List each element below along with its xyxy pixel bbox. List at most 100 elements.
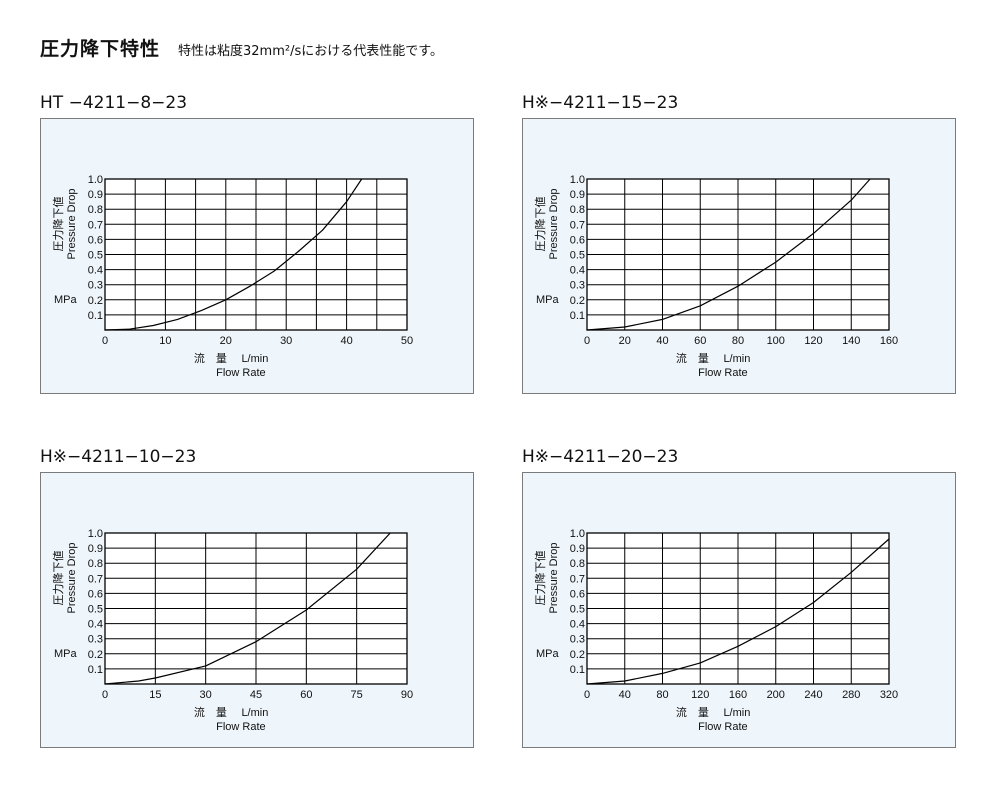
plot-area <box>586 532 890 685</box>
x-tick-label: 50 <box>401 335 413 347</box>
y-tick-label: 0.3 <box>570 280 585 292</box>
y-tick-label: 0.3 <box>88 634 103 646</box>
y-tick-label: 0.3 <box>570 634 585 646</box>
x-tick-label: 200 <box>767 689 785 701</box>
page-header: 圧力降下特性 特性は粘度32mm²/sにおける代表性能です。 <box>40 34 443 61</box>
x-tick-label: 160 <box>880 335 898 347</box>
series-line <box>586 178 871 331</box>
y-tick-label: 0.2 <box>88 649 103 661</box>
y-tick-label: 0.1 <box>88 664 103 676</box>
y-axis-unit: MPa <box>54 294 78 306</box>
x-tick-label: 60 <box>300 689 312 701</box>
x-tick-label: 120 <box>804 335 822 347</box>
series-line <box>104 532 391 685</box>
x-tick-label: 40 <box>340 335 352 347</box>
y-axis-label: Pressure Drop <box>548 189 560 260</box>
y-tick-label: 0.3 <box>88 280 103 292</box>
y-tick-label: 0.1 <box>88 310 103 322</box>
y-tick-label: 0.4 <box>570 619 585 631</box>
x-tick-label: 30 <box>200 689 212 701</box>
y-tick-label: 0.6 <box>88 234 103 246</box>
x-axis-label: Flow Rate <box>698 721 748 733</box>
y-tick-label: 0.6 <box>570 588 585 600</box>
chart-svg: 0.1 0.2 0.3 0.4 0.5 0.6 0.7 0.8 0.9 1.0 0 20 40 60 80 1… <box>522 118 956 394</box>
x-axis-label-jp: 流 量 <box>194 705 227 719</box>
x-axis-label: Flow Rate <box>216 721 266 733</box>
plot-area <box>104 178 408 331</box>
chart-svg: 0.1 0.2 0.3 0.4 0.5 0.6 0.7 0.8 0.9 1.0 0 10 20 30 40 5… <box>40 118 474 394</box>
y-axis-label: Pressure Drop <box>548 543 560 614</box>
plot-frame <box>586 532 890 685</box>
chart-panel-h-4211-10: H※−4211−10−23 0.1 0.2 0.3 0.4 0.5 0.6 0.7 0.8 0.… <box>40 446 474 748</box>
chart-panel-ht-4211-8: HT −4211−8−23 0.1 0.2 0.3 0.4 0.5 0.6 0.7 0.8 0.… <box>40 92 474 394</box>
series-line <box>586 538 890 685</box>
y-axis-label-jp: 圧力降下値 <box>51 551 65 606</box>
x-tick-label: 10 <box>159 335 171 347</box>
x-tick-label: 40 <box>656 335 668 347</box>
page-title: 圧力降下特性 <box>40 38 161 60</box>
y-tick-label: 0.7 <box>88 573 103 585</box>
x-tick-label: 0 <box>102 689 108 701</box>
y-axis-label: Pressure Drop <box>66 543 78 614</box>
x-tick-label: 80 <box>732 335 744 347</box>
y-axis-label-jp: 圧力降下値 <box>533 197 547 252</box>
y-tick-label: 1.0 <box>88 174 103 186</box>
x-tick-label: 40 <box>619 689 631 701</box>
chart-svg: 0.1 0.2 0.3 0.4 0.5 0.6 0.7 0.8 0.9 1.0 0 15 30 45 60 7… <box>40 472 474 748</box>
y-tick-label: 0.7 <box>88 219 103 231</box>
x-axis-label-jp: 流 量 <box>194 351 227 365</box>
y-tick-label: 0.4 <box>88 265 103 277</box>
y-tick-label: 0.2 <box>570 649 585 661</box>
y-tick-label: 0.9 <box>570 543 585 555</box>
x-tick-label: 240 <box>804 689 822 701</box>
y-tick-label: 0.7 <box>570 219 585 231</box>
y-axis-label-jp: 圧力降下値 <box>51 197 65 252</box>
x-axis-label-jp: 流 量 <box>676 705 709 719</box>
y-tick-label: 0.6 <box>570 234 585 246</box>
x-axis-unit: L/min <box>723 353 750 365</box>
x-tick-label: 20 <box>619 335 631 347</box>
x-tick-label: 100 <box>767 335 785 347</box>
x-tick-label: 80 <box>656 689 668 701</box>
series-line <box>104 178 363 331</box>
y-tick-label: 0.5 <box>88 604 103 616</box>
x-axis-label: Flow Rate <box>698 367 748 379</box>
y-tick-label: 1.0 <box>570 528 585 540</box>
plot-frame <box>104 178 408 331</box>
x-tick-label: 0 <box>584 689 590 701</box>
chart-panel-h-4211-15: H※−4211−15−23 0.1 0.2 0.3 0.4 0.5 0.6 0.7 0.8 0.… <box>522 92 956 394</box>
y-tick-label: 0.8 <box>570 204 585 216</box>
x-tick-label: 140 <box>842 335 860 347</box>
x-tick-label: 280 <box>842 689 860 701</box>
y-tick-label: 0.9 <box>88 543 103 555</box>
x-axis-unit: L/min <box>241 707 268 719</box>
y-tick-label: 0.8 <box>88 558 103 570</box>
chart-model-title: HT −4211−8−23 <box>40 93 188 113</box>
plot-area <box>586 178 890 331</box>
y-tick-label: 0.1 <box>570 664 585 676</box>
plot-frame <box>104 532 408 685</box>
y-tick-label: 0.5 <box>88 250 103 262</box>
x-tick-label: 160 <box>729 689 747 701</box>
chart-panel-h-4211-20: H※−4211−20−23 0.1 0.2 0.3 0.4 0.5 0.6 0.7 0.8 0.… <box>522 446 956 748</box>
y-tick-label: 0.7 <box>570 573 585 585</box>
x-tick-label: 60 <box>694 335 706 347</box>
y-tick-label: 0.8 <box>88 204 103 216</box>
y-tick-label: 0.2 <box>570 295 585 307</box>
x-tick-label: 45 <box>250 689 262 701</box>
y-tick-label: 0.9 <box>88 189 103 201</box>
x-tick-label: 0 <box>102 335 108 347</box>
page-subtitle: 特性は粘度32mm²/sにおける代表性能です。 <box>178 44 443 59</box>
x-axis-label-jp: 流 量 <box>676 351 709 365</box>
plot-frame <box>586 178 890 331</box>
x-tick-label: 120 <box>691 689 709 701</box>
y-axis-unit: MPa <box>54 648 78 660</box>
y-tick-label: 0.5 <box>570 604 585 616</box>
y-axis-unit: MPa <box>536 648 560 660</box>
x-axis-label: Flow Rate <box>216 367 266 379</box>
x-axis-unit: L/min <box>723 707 750 719</box>
chart-model-title: H※−4211−20−23 <box>522 447 679 467</box>
plot-area <box>104 532 408 685</box>
x-tick-label: 75 <box>351 689 363 701</box>
y-tick-label: 0.8 <box>570 558 585 570</box>
